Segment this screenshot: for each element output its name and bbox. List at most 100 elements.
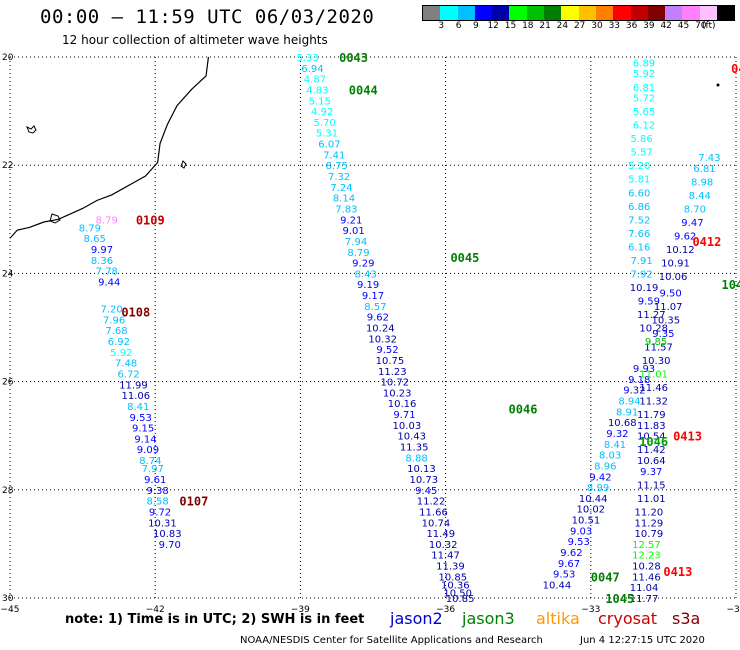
- wave-height-label: 11.35: [400, 443, 429, 454]
- wave-height-label: 9.53: [553, 570, 575, 581]
- pass-time-label: 0107: [179, 495, 208, 509]
- wave-height-label: 5.72: [633, 94, 655, 105]
- pass-time-label: 0045: [450, 251, 479, 265]
- wave-height-label: 5.70: [313, 118, 335, 129]
- wave-height-label: 9.17: [362, 291, 384, 302]
- wave-height-label: 5.86: [630, 134, 652, 145]
- wave-height-label: 8.41: [604, 440, 626, 451]
- colorbar-swatch: [647, 6, 666, 20]
- wave-height-label: 11.77: [630, 594, 659, 605]
- wave-height-label: 11.06: [122, 391, 151, 402]
- colorbar-tick-label: 18: [522, 21, 534, 31]
- wave-height-label: 8.58: [146, 497, 168, 508]
- wave-height-label: 10.74: [422, 518, 451, 529]
- wave-height-label: 9.15: [132, 424, 154, 435]
- wave-height-label: 7.52: [628, 215, 650, 226]
- lon-tick-label: −36: [436, 605, 455, 615]
- wave-height-label: 8.94: [618, 397, 640, 408]
- wave-height-label: 11.01: [639, 369, 668, 380]
- island-shape: [26, 125, 37, 134]
- wave-height-label: 10.32: [368, 334, 397, 345]
- lat-tick-label: 28: [2, 486, 14, 496]
- wave-height-label: 9.18: [628, 375, 650, 386]
- wave-height-label: 7.48: [115, 359, 137, 370]
- wave-height-label: 6.92: [108, 337, 130, 348]
- marker-dot: [716, 83, 720, 87]
- wave-height-label: 7.43: [698, 153, 720, 164]
- wave-height-label: 11.83: [637, 421, 666, 432]
- wave-height-label: 6.89: [633, 58, 655, 69]
- wave-height-label: 7.97: [142, 464, 164, 475]
- wave-height-label: 7.91: [630, 256, 652, 267]
- wave-height-label: 10.72: [380, 378, 409, 389]
- colorbar-tick-label: 6: [455, 21, 462, 31]
- wave-height-label: 9.93: [633, 364, 655, 375]
- wave-height-label: 12.57: [632, 540, 661, 551]
- wave-height-label: 8.41: [127, 402, 149, 413]
- wave-height-label: 11.07: [654, 302, 683, 313]
- wave-height-label: 8.57: [364, 302, 386, 313]
- pass-time-label: 0413: [663, 565, 692, 579]
- colorbar-swatch: [423, 6, 441, 20]
- colorbar-tick-label: 12: [487, 21, 499, 31]
- wave-height-label: 10.79: [635, 529, 664, 540]
- lat-tick-label: 24: [2, 269, 14, 279]
- wave-height-label: 6.94: [301, 64, 323, 75]
- colorbar-swatch: [474, 6, 493, 20]
- wave-height-label: 8.14: [333, 194, 355, 205]
- wave-height-label: 5.65: [633, 107, 655, 118]
- wave-height-label: 11.47: [431, 551, 460, 562]
- pass-time-label: 0108: [121, 305, 150, 319]
- wave-height-label: 9.47: [681, 218, 703, 229]
- lon-tick-label: −30: [727, 605, 740, 615]
- wave-height-label: 6.81: [693, 164, 715, 175]
- wave-height-label: 11.32: [639, 397, 668, 408]
- colorbar-tick-label: 70: [695, 21, 707, 31]
- wave-height-label: 6.16: [628, 242, 650, 253]
- wave-height-label: 11.29: [635, 518, 664, 529]
- wave-height-label: 9.72: [149, 507, 171, 518]
- pass-time-label: 0044: [349, 83, 378, 97]
- colorbar-swatch: [509, 6, 527, 20]
- wave-height-label: 9.70: [159, 540, 181, 551]
- pass-time-label: 041: [731, 62, 740, 76]
- colorbar-swatch: [595, 6, 614, 20]
- wave-height-label: 9.62: [560, 548, 582, 559]
- wave-height-label: 9.62: [674, 232, 696, 243]
- lat-tick-label: 22: [2, 161, 13, 171]
- colorbar-tick-label: 42: [660, 21, 672, 31]
- wave-height-label: 10.02: [576, 505, 605, 516]
- wave-height-label: 9.62: [367, 313, 389, 324]
- colorbar-swatch: [492, 6, 510, 20]
- legend-jason3: jason3: [462, 609, 515, 628]
- wave-height-label: 9.09: [137, 445, 159, 456]
- lon-tick-label: −33: [581, 605, 600, 615]
- wave-height-label: 11.79: [637, 410, 666, 421]
- wave-height-label: 6.72: [117, 369, 139, 380]
- wave-height-label: 9.45: [415, 486, 437, 497]
- pass-time-label: 0047: [591, 570, 620, 584]
- wave-height-label: 10.85: [439, 572, 468, 583]
- wave-height-label: 4.87: [304, 75, 326, 86]
- wave-height-label: 11.99: [119, 380, 148, 391]
- page-title: 00:00 – 11:59 UTC 06/03/2020: [40, 6, 375, 28]
- wave-height-label: 7.24: [330, 183, 352, 194]
- wave-height-label: 10.28: [632, 562, 661, 573]
- colorbar-labels: 3 6 9 12 15 18 21 24 27 30 33 36 39 42 45 70: [422, 21, 740, 33]
- wave-height-label: 8.79: [96, 215, 118, 226]
- wave-height-label: 5.92: [110, 348, 132, 359]
- wave-height-label: 10.51: [572, 516, 601, 527]
- wave-height-label: 6.81: [633, 83, 655, 94]
- colorbar-tick-label: 39: [643, 21, 655, 31]
- wave-height-label: 8.88: [405, 453, 427, 464]
- wave-height-label: 9.42: [589, 472, 611, 483]
- wave-height-label: 10.19: [630, 283, 659, 294]
- wave-height-label: 6.12: [633, 121, 655, 132]
- wave-height-label: 7.32: [328, 172, 350, 183]
- wave-height-label: 7.20: [101, 305, 123, 316]
- bottom-note: note: 1) Time is in UTC; 2) SWH is in fe…: [65, 612, 365, 627]
- coastline: [9, 56, 210, 239]
- wave-height-label: 11.57: [644, 342, 673, 353]
- wave-height-label: 8.03: [599, 451, 621, 462]
- wave-height-label: 9.19: [357, 280, 379, 291]
